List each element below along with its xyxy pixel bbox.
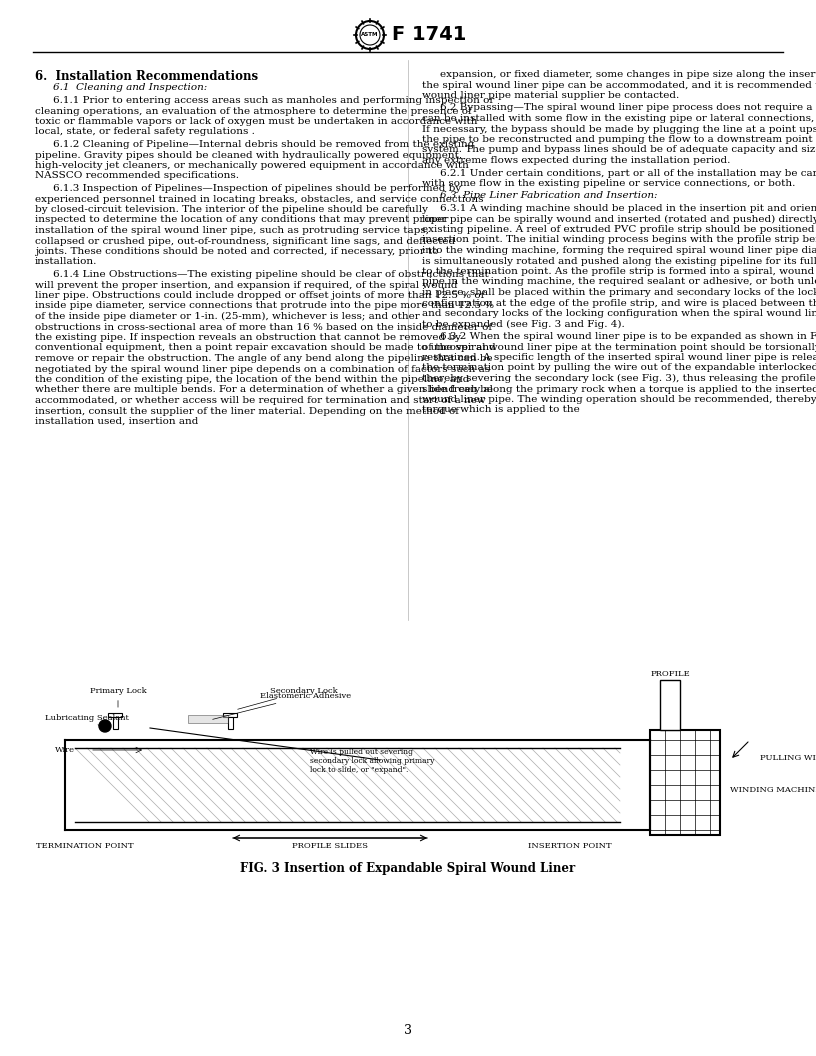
Text: will prevent the proper insertion, and expansion if required, of the spiral woun: will prevent the proper insertion, and e… bbox=[35, 281, 458, 289]
Text: system. The pump and bypass lines should be of adequate capacity and size to han: system. The pump and bypass lines should… bbox=[422, 146, 816, 154]
Text: of the inside pipe diameter or 1-in. (25-mm), whichever is less; and other: of the inside pipe diameter or 1-in. (25… bbox=[35, 312, 419, 321]
Bar bbox=[108, 713, 122, 717]
Text: can be installed with some flow in the existing pipe or lateral connections, or : can be installed with some flow in the e… bbox=[422, 114, 816, 122]
Text: negotiated by the spiral wound liner pipe depends on a combination of factors su: negotiated by the spiral wound liner pip… bbox=[35, 364, 490, 374]
Text: with some flow in the existing pipeline or service connections, or both.: with some flow in the existing pipeline … bbox=[422, 180, 796, 188]
Text: into the winding machine, forming the required spiral wound liner pipe diameter,: into the winding machine, forming the re… bbox=[422, 246, 816, 254]
Text: F 1741: F 1741 bbox=[392, 25, 467, 44]
Text: installation of the spiral wound liner pipe, such as protruding service taps,: installation of the spiral wound liner p… bbox=[35, 226, 429, 235]
Text: Secondary Lock: Secondary Lock bbox=[237, 687, 338, 710]
Text: insertion point. The initial winding process begins with the profile strip being: insertion point. The initial winding pro… bbox=[422, 235, 816, 245]
Text: accommodated, or whether access will be required for termination and start of a : accommodated, or whether access will be … bbox=[35, 396, 486, 406]
Text: INSERTION POINT: INSERTION POINT bbox=[528, 842, 612, 850]
Text: to be expanded (see Fig. 3 and Fig. 4).: to be expanded (see Fig. 3 and Fig. 4). bbox=[422, 320, 625, 328]
Text: collapsed or crushed pipe, out-of-roundness, significant line sags, and deflecte: collapsed or crushed pipe, out-of-roundn… bbox=[35, 237, 455, 245]
Text: 6.2.1 Under certain conditions, part or all of the installation may be carried o: 6.2.1 Under certain conditions, part or … bbox=[440, 169, 816, 177]
Text: liner pipe can be spirally wound and inserted (rotated and pushed) directly into: liner pipe can be spirally wound and ins… bbox=[422, 214, 816, 224]
Text: TERMINATION POINT: TERMINATION POINT bbox=[36, 842, 134, 850]
Text: torque which is applied to the: torque which is applied to the bbox=[422, 406, 579, 415]
Text: If necessary, the bypass should be made by plugging the line at a point upstream: If necessary, the bypass should be made … bbox=[422, 125, 816, 133]
Text: any extreme flows expected during the installation period.: any extreme flows expected during the in… bbox=[422, 156, 730, 165]
Text: installation used, insertion and: installation used, insertion and bbox=[35, 417, 198, 426]
Text: conventional equipment, then a point repair excavation should be made to uncover: conventional equipment, then a point rep… bbox=[35, 343, 496, 353]
Text: 6.1  Cleaning and Inspection:: 6.1 Cleaning and Inspection: bbox=[53, 83, 207, 93]
Text: wound liner pipe. The winding operation should be recommended, thereby creating : wound liner pipe. The winding operation … bbox=[422, 395, 816, 404]
Text: liner pipe. Obstructions could include dropped or offset joints of more than 12.: liner pipe. Obstructions could include d… bbox=[35, 291, 485, 300]
Text: Elastomeric Adhesive: Elastomeric Adhesive bbox=[213, 692, 351, 719]
Text: in place, shall be placed within the primary and secondary locks of the locking: in place, shall be placed within the pri… bbox=[422, 288, 816, 297]
Text: the pipe to be reconstructed and pumping the flow to a downstream point or adjac: the pipe to be reconstructed and pumping… bbox=[422, 135, 816, 144]
Bar bbox=[113, 717, 118, 729]
Text: FIG. 3 Insertion of Expandable Spiral Wound Liner: FIG. 3 Insertion of Expandable Spiral Wo… bbox=[241, 862, 575, 875]
Text: by closed-circuit television. The interior of the pipeline should be carefully: by closed-circuit television. The interi… bbox=[35, 205, 428, 214]
Text: installation.: installation. bbox=[35, 258, 97, 266]
Text: slide freely along the primary rock when a torque is applied to the inserted spi: slide freely along the primary rock when… bbox=[422, 384, 816, 394]
Text: insertion, consult the supplier of the liner material. Depending on the method o: insertion, consult the supplier of the l… bbox=[35, 407, 459, 415]
Text: Wire is pulled out severing
secondary lock allowing primary
lock to slide, or "e: Wire is pulled out severing secondary lo… bbox=[310, 748, 434, 774]
Text: to the termination point. As the profile strip is formed into a spiral, wound li: to the termination point. As the profile… bbox=[422, 267, 816, 276]
Text: experienced personnel trained in locating breaks, obstacles, and service connect: experienced personnel trained in locatin… bbox=[35, 194, 484, 204]
Text: 6.1.4 Line Obstructions—The existing pipeline should be clear of obstructions th: 6.1.4 Line Obstructions—The existing pip… bbox=[53, 270, 489, 279]
Text: restrained. A specific length of the inserted spiral wound liner pipe is release: restrained. A specific length of the ins… bbox=[422, 353, 816, 362]
Text: pipe in the winding machine, the required sealant or adhesive, or both unless al: pipe in the winding machine, the require… bbox=[422, 278, 816, 286]
Text: PROFILE: PROFILE bbox=[650, 670, 690, 678]
Text: 3: 3 bbox=[404, 1023, 412, 1037]
Text: PROFILE SLIDES: PROFILE SLIDES bbox=[292, 842, 368, 850]
Bar bbox=[228, 717, 233, 729]
Text: high-velocity jet cleaners, or mechanically powered equipment in accordance with: high-velocity jet cleaners, or mechanica… bbox=[35, 161, 469, 170]
Text: remove or repair the obstruction. The angle of any bend along the pipeline that : remove or repair the obstruction. The an… bbox=[35, 354, 493, 363]
Text: ASTM: ASTM bbox=[361, 33, 379, 38]
Text: 6.3  Pipe Liner Fabrication and Insertion:: 6.3 Pipe Liner Fabrication and Insertion… bbox=[440, 191, 658, 201]
Text: WINDING MACHINE: WINDING MACHINE bbox=[730, 786, 816, 794]
Text: configuration at the edge of the profile strip, and wire is placed between the p: configuration at the edge of the profile… bbox=[422, 299, 816, 307]
Text: 6.1.2 Cleaning of Pipeline—Internal debris should be removed from the existing: 6.1.2 Cleaning of Pipeline—Internal debr… bbox=[53, 140, 474, 149]
Text: local, state, or federal safety regulations .: local, state, or federal safety regulati… bbox=[35, 128, 255, 136]
Text: of the spiral wound liner pipe at the termination point should be torsionally: of the spiral wound liner pipe at the te… bbox=[422, 342, 816, 352]
Text: PULLING WIRE: PULLING WIRE bbox=[760, 754, 816, 762]
Bar bbox=[223, 713, 237, 717]
Text: the condition of the existing pipe, the location of the bend within the pipeline: the condition of the existing pipe, the … bbox=[35, 375, 469, 384]
Text: wound liner pipe material supplier be contacted.: wound liner pipe material supplier be co… bbox=[422, 91, 679, 100]
Text: toxic or flammable vapors or lack of oxygen must be undertaken in accordance wit: toxic or flammable vapors or lack of oxy… bbox=[35, 117, 477, 126]
Text: the existing pipe. If inspection reveals an obstruction that cannot be removed b: the existing pipe. If inspection reveals… bbox=[35, 333, 461, 342]
Circle shape bbox=[99, 720, 111, 732]
Text: obstructions in cross-sectional area of more than 16 % based on the inside diame: obstructions in cross-sectional area of … bbox=[35, 322, 492, 332]
Text: is simultaneously rotated and pushed along the existing pipeline for its full le: is simultaneously rotated and pushed alo… bbox=[422, 257, 816, 265]
Text: the spiral wound liner pipe can be accommodated, and it is recommended that the : the spiral wound liner pipe can be accom… bbox=[422, 80, 816, 90]
Text: thereby severing the secondary lock (see Fig. 3), thus releasing the profile str: thereby severing the secondary lock (see… bbox=[422, 374, 816, 383]
Bar bbox=[660, 680, 680, 730]
Text: 6.1.3 Inspection of Pipelines—Inspection of pipelines should be performed by: 6.1.3 Inspection of Pipelines—Inspection… bbox=[53, 184, 461, 193]
Text: 6.3.1 A winding machine should be placed in the insertion pit and oriented so th: 6.3.1 A winding machine should be placed… bbox=[440, 204, 816, 213]
Text: NASSCO recommended specifications.: NASSCO recommended specifications. bbox=[35, 171, 239, 181]
Text: inside pipe diameter, service connections that protrude into the pipe more than : inside pipe diameter, service connection… bbox=[35, 302, 494, 310]
Text: inspected to determine the location of any conditions that may prevent proper: inspected to determine the location of a… bbox=[35, 215, 449, 225]
Text: Wire: Wire bbox=[55, 746, 75, 754]
Text: 6.  Installation Recommendations: 6. Installation Recommendations bbox=[35, 70, 258, 83]
Text: Lubricating Sealant: Lubricating Sealant bbox=[45, 714, 129, 727]
Bar bbox=[188, 715, 228, 723]
Bar bbox=[650, 730, 720, 835]
Text: Primary Lock: Primary Lock bbox=[90, 687, 146, 708]
Text: pipeline. Gravity pipes should be cleaned with hydraulically powered equipment,: pipeline. Gravity pipes should be cleane… bbox=[35, 151, 462, 159]
Text: 6.2 Bypassing—The spiral wound liner pipe process does not require a dry pipelin: 6.2 Bypassing—The spiral wound liner pip… bbox=[440, 103, 816, 113]
Text: expansion, or fixed diameter, some changes in pipe size along the insertion leng: expansion, or fixed diameter, some chang… bbox=[440, 70, 816, 79]
Text: joints. These conditions should be noted and corrected, if necessary, prior to: joints. These conditions should be noted… bbox=[35, 247, 438, 256]
Text: and secondary locks of the locking configuration when the spiral wound liner pip: and secondary locks of the locking confi… bbox=[422, 309, 816, 318]
Text: cleaning operations, an evaluation of the atmosphere to determine the presence o: cleaning operations, an evaluation of th… bbox=[35, 107, 472, 115]
Text: the termination point by pulling the wire out of the expandable interlocked join: the termination point by pulling the wir… bbox=[422, 363, 816, 373]
Text: 6.3.2 When the spiral wound liner pipe is to be expanded as shown in Fig. 3, the: 6.3.2 When the spiral wound liner pipe i… bbox=[440, 332, 816, 341]
Text: 6.1.1 Prior to entering access areas such as manholes and performing inspection : 6.1.1 Prior to entering access areas suc… bbox=[53, 96, 494, 105]
Text: existing pipeline. A reel of extruded PVC profile strip should be positioned nea: existing pipeline. A reel of extruded PV… bbox=[422, 225, 816, 234]
Text: whether there are multiple bends. For a determination of whether a given bend ca: whether there are multiple bends. For a … bbox=[35, 385, 493, 395]
